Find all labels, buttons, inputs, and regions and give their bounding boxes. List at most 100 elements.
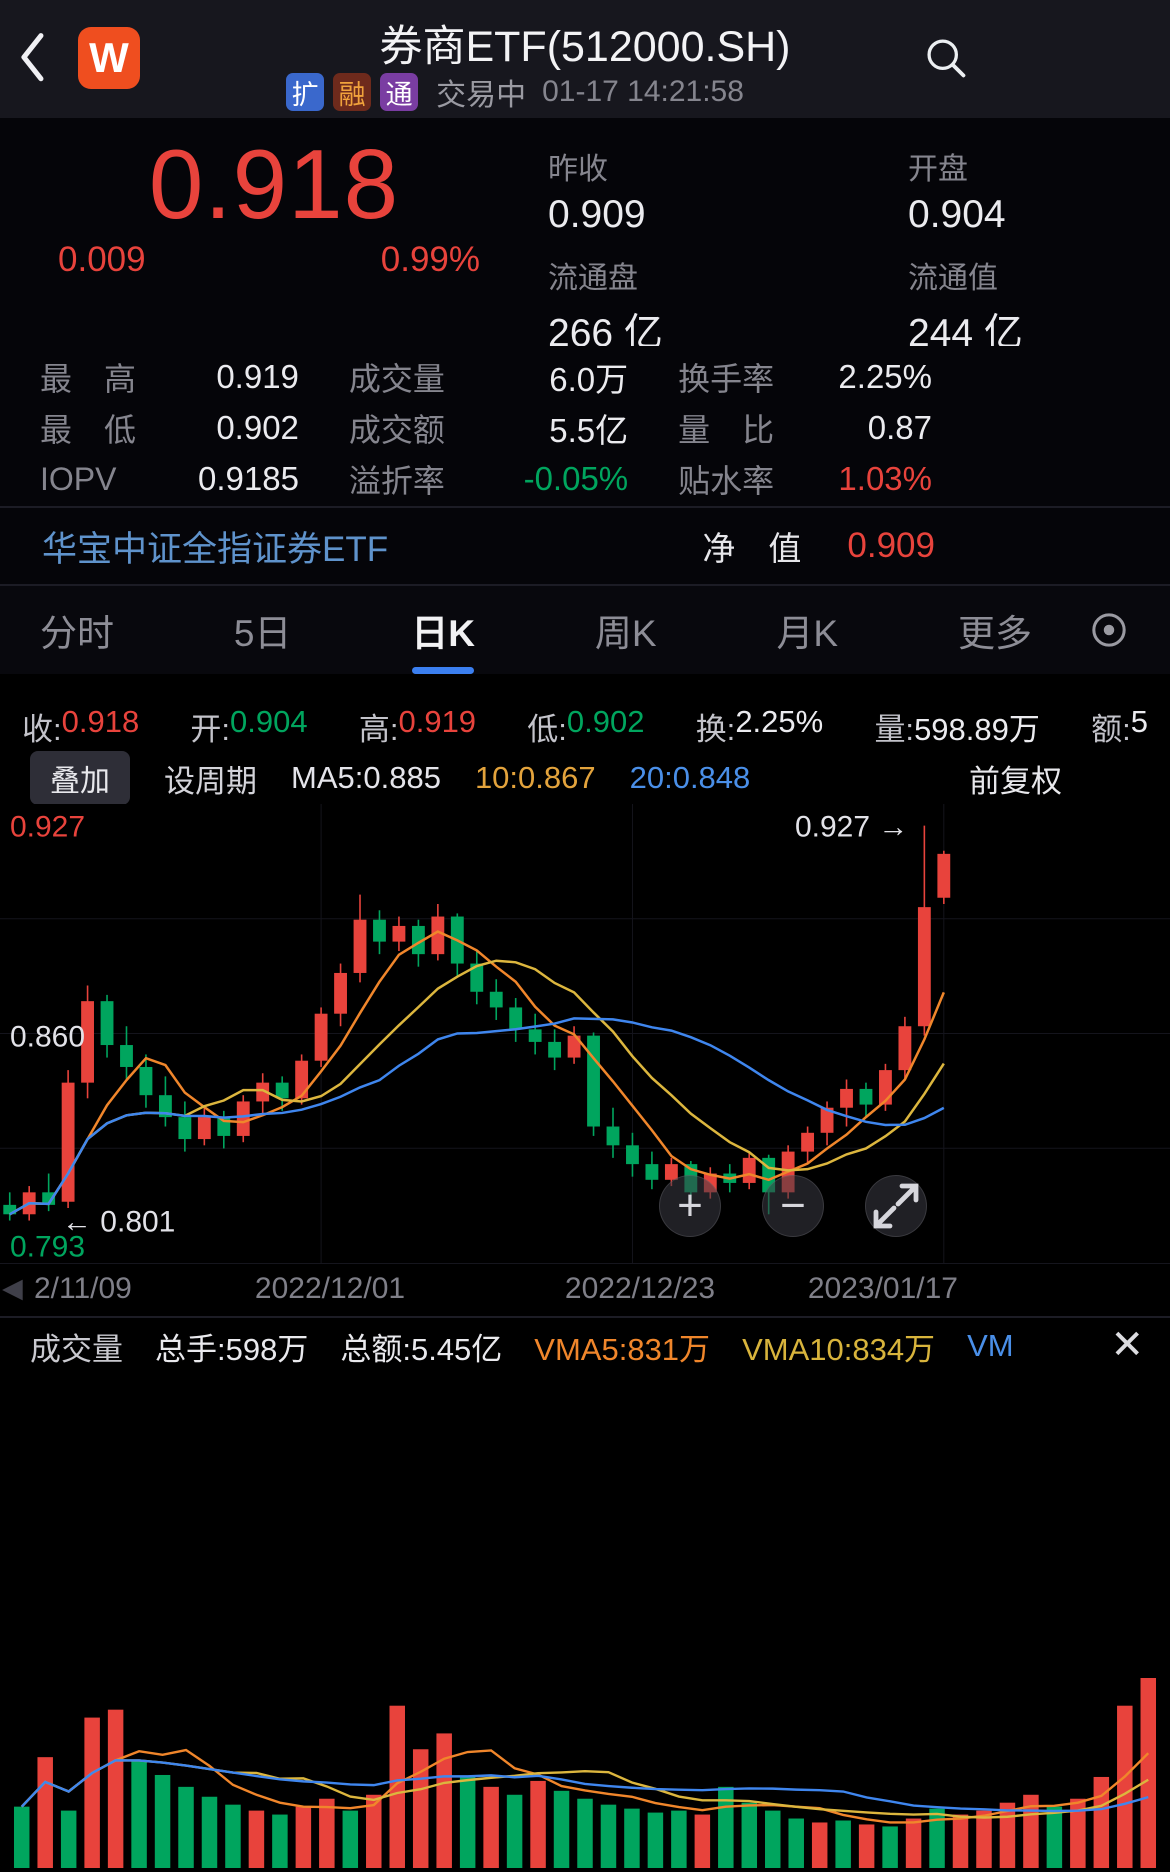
fund-row[interactable]: 华宝中证全指证券ETF 净 值 0.909 xyxy=(0,506,1170,586)
quote-datetime: 01-17 14:21:58 xyxy=(542,75,744,108)
quote-section: 0.918 0.009 0.99% 昨收 0.909 开盘 0.904 流通盘 … xyxy=(0,118,1170,355)
wind-logo: W xyxy=(78,27,140,89)
ohlc-bar: 收: 0.918 开: 0.904 高: 0.919 低: 0.902 换: 2.25% 量: 598… xyxy=(0,700,1170,752)
quote-fields: 昨收 0.909 开盘 0.904 流通盘 266 亿 流通值 244 亿 xyxy=(548,134,1170,355)
nav-label: 净 值 xyxy=(702,530,802,567)
ohlc-item: 量: 598.89万 xyxy=(874,711,1040,747)
stat-value: 0.902 xyxy=(216,408,299,446)
stat-cell: 量 比 0.87 xyxy=(678,403,932,452)
stat-label: 溢折率 xyxy=(348,463,445,500)
x-axis-label: 2022/12/23 xyxy=(564,1272,716,1305)
stat-label: 成交量 xyxy=(348,360,445,397)
status-badge: 扩 xyxy=(286,73,325,111)
stat-label: 换手率 xyxy=(678,360,775,397)
ohlc-item: 额: 5 xyxy=(1091,703,1148,747)
pan-left-handle[interactable]: ◀ xyxy=(2,1273,23,1303)
page-title: 券商ETF(512000.SH) xyxy=(379,23,791,71)
stat-value: 0.9185 xyxy=(197,460,299,498)
minus-icon: − xyxy=(780,1181,806,1230)
stat-value: -0.05% xyxy=(523,460,629,498)
stat-label: 贴水率 xyxy=(678,463,775,500)
fullscreen-button[interactable] xyxy=(865,1175,927,1237)
search-button[interactable] xyxy=(922,34,970,82)
price-change-row: 0.009 0.99% xyxy=(0,236,548,280)
tab-label: 更多 xyxy=(957,613,1032,654)
back-chevron-icon xyxy=(21,33,44,82)
tab-更多[interactable]: 更多 xyxy=(958,586,1032,674)
active-tab-underline xyxy=(412,667,475,674)
header-badges: 扩融通 xyxy=(286,73,419,111)
trading-status: 交易中 xyxy=(436,79,527,112)
x-axis: ◀ 2/11/09 2022/12/01 2022/12/23 2023/01/… xyxy=(0,1264,1170,1316)
stat-value: 1.03% xyxy=(838,460,932,498)
x-axis-label: 2022/12/01 xyxy=(254,1272,406,1305)
tab-label: 日K xyxy=(411,613,476,654)
tab-月K[interactable]: 月K xyxy=(776,586,838,674)
stat-cell: 贴水率 1.03% xyxy=(678,455,932,504)
chart-toolbar: 叠加 设周期 MA5:0.885 10:0.867 20:0.848 前复权 xyxy=(0,751,1170,805)
open-value: 0.904 xyxy=(908,193,1006,236)
plus-icon: + xyxy=(677,1181,703,1230)
stat-value: 5.5亿 xyxy=(549,411,629,449)
zoom-in-button[interactable]: + xyxy=(659,1175,721,1237)
tab-bar: 分时 5日 日K 周K 月K 更多 xyxy=(40,586,1088,674)
period-tab-bar: 分时 5日 日K 周K 月K 更多 xyxy=(0,586,1170,674)
float-shares-cell: 流通盘 266 亿 xyxy=(548,253,810,358)
ohlc-item: 换: 2.25% xyxy=(695,703,824,747)
stat-label: 量 比 xyxy=(678,411,775,448)
tab-label: 分时 xyxy=(40,613,114,654)
expand-icon xyxy=(873,1183,919,1229)
tab-分时[interactable]: 分时 xyxy=(40,586,114,674)
zoom-out-button[interactable]: − xyxy=(762,1175,824,1237)
volume-title: 成交量 xyxy=(30,1331,123,1367)
candlestick-chart[interactable]: 0.927 0.860 0.793 ← 0.801 0.927 → + − xyxy=(0,804,1170,1264)
y-axis-label: 0.927 xyxy=(10,811,85,844)
ohlc-item: 高: 0.919 xyxy=(358,703,477,747)
high-price-callout: 0.927 → xyxy=(795,811,908,844)
close-icon[interactable]: ✕ xyxy=(1110,1323,1144,1367)
volume-header: 成交量 总手:598万 总额:5.45亿 VMA5:831万 VMA10:834… xyxy=(0,1316,1170,1374)
tab-周K[interactable]: 周K xyxy=(595,586,657,674)
back-button[interactable] xyxy=(16,30,50,82)
prev-close-cell: 昨收 0.909 xyxy=(548,144,810,237)
overlay-button[interactable]: 叠加 xyxy=(30,751,130,805)
total-hands: 总手:598万 xyxy=(155,1331,309,1367)
stat-label: 最 高 xyxy=(40,360,137,397)
stat-cell: 最 高 0.919 xyxy=(40,352,299,401)
stat-value: 0.87 xyxy=(867,408,932,446)
stat-value: 6.0万 xyxy=(549,360,629,398)
ma10-label: 10:0.867 xyxy=(474,760,596,795)
header: W 券商ETF(512000.SH) 扩融通 交易中 01-17 14:21:5… xyxy=(0,0,1170,118)
stat-label: 成交额 xyxy=(348,411,445,448)
divider-band xyxy=(0,674,1170,700)
fund-name[interactable]: 华宝中证全指证券ETF xyxy=(42,529,389,569)
open-label: 开盘 xyxy=(908,153,968,186)
price-change-pct: 0.99% xyxy=(380,239,480,279)
set-period-button[interactable]: 设周期 xyxy=(164,763,257,799)
ohlc-item: 收: 0.918 xyxy=(22,703,140,747)
stat-cell: 成交量 6.0万 xyxy=(349,352,628,401)
y-axis-label: 0.860 xyxy=(10,1021,85,1054)
last-price: 0.918 xyxy=(148,129,400,239)
prev-close-value: 0.909 xyxy=(548,193,646,236)
chart-settings-button[interactable] xyxy=(1088,609,1130,651)
stat-label: IOPV xyxy=(40,460,117,497)
candlestick-plot[interactable]: 0.927 0.860 0.793 ← 0.801 0.927 → xyxy=(0,804,1170,1263)
vma20-label-truncated: VM xyxy=(967,1328,1014,1363)
tab-日K[interactable]: 日K xyxy=(411,586,475,674)
stats-grid: 最 高 0.919 成交量 6.0万 换手率 2.25% 最 低 0.902 成交额 5.5亿 量 … xyxy=(0,346,1170,506)
stat-value: 2.25% xyxy=(838,357,932,395)
adjust-mode-button[interactable]: 前复权 xyxy=(969,763,1062,799)
tab-5日[interactable]: 5日 xyxy=(234,586,292,674)
status-badge: 融 xyxy=(333,73,372,111)
ma20-label: 20:0.848 xyxy=(629,760,751,795)
stat-cell: 换手率 2.25% xyxy=(678,352,932,401)
volume-chart[interactable] xyxy=(0,1374,1170,1872)
vma10-label: VMA10:834万 xyxy=(742,1331,936,1367)
nav-value: 0.909 xyxy=(847,526,935,565)
ohlc-item: 开: 0.904 xyxy=(190,703,308,747)
fund-nav: 净 值 0.909 xyxy=(702,522,935,570)
tab-label: 周K xyxy=(594,613,657,654)
float-shares-label: 流通盘 xyxy=(548,262,638,295)
